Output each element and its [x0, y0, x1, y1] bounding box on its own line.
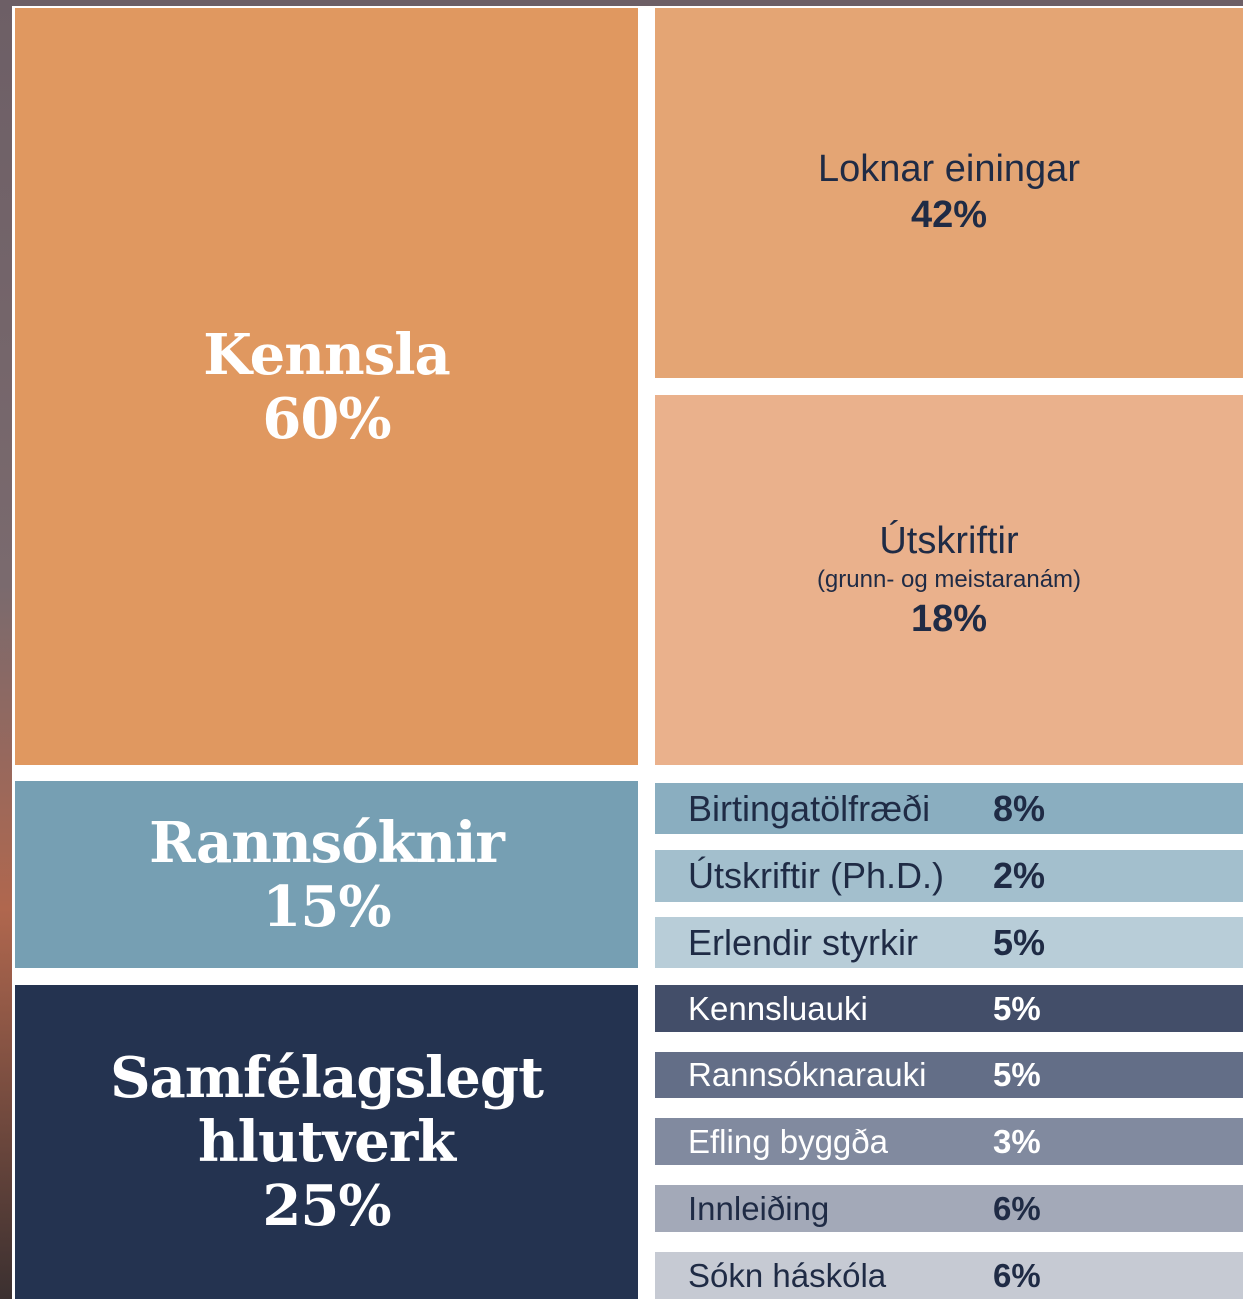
row: Sókn háskóla 6%	[655, 1252, 1243, 1299]
block-credits: Loknar einingar 42%	[655, 8, 1243, 378]
value: 5%	[993, 990, 1041, 1028]
value: 8%	[993, 788, 1045, 830]
label: Útskriftir	[879, 518, 1018, 564]
label: Loknar einingar	[818, 146, 1080, 192]
value: 3%	[993, 1123, 1041, 1161]
label: Rannsóknir	[149, 811, 504, 875]
row: Efling byggða 3%	[655, 1118, 1243, 1165]
value: 60%	[262, 387, 390, 451]
label: Innleiðing	[688, 1190, 829, 1228]
block-graduations: Útskriftir (grunn- og meistaranám) 18%	[655, 395, 1243, 765]
value: 5%	[993, 1056, 1041, 1094]
label: Sókn háskóla	[688, 1257, 886, 1295]
label: Rannsóknarauki	[688, 1056, 926, 1094]
label: Erlendir styrkir	[688, 922, 918, 964]
label: Birtingatölfræði	[688, 788, 930, 830]
label: Útskriftir (Ph.D.)	[688, 855, 944, 897]
value: 42%	[911, 192, 987, 238]
label: Kennsluauki	[688, 990, 868, 1028]
label: Kennsla	[203, 323, 450, 387]
value: 6%	[993, 1190, 1041, 1228]
row: Erlendir styrkir 5%	[655, 917, 1243, 968]
value: 5%	[993, 922, 1045, 964]
value: 25%	[262, 1174, 390, 1238]
value: 18%	[911, 596, 987, 642]
label: Samfélagslegt hlutverk	[107, 1046, 547, 1174]
block-society: Samfélagslegt hlutverk 25%	[15, 985, 638, 1299]
value: 2%	[993, 855, 1045, 897]
row: Kennsluauki 5%	[655, 985, 1243, 1032]
page: {"main":[ {"label":"Kennsla","value":"60…	[0, 0, 1243, 1299]
block-research: Rannsóknir 15%	[15, 781, 638, 968]
value: 15%	[262, 875, 390, 939]
note: (grunn- og meistaranám)	[817, 564, 1081, 596]
row: Birtingatölfræði 8%	[655, 783, 1243, 834]
row: Útskriftir (Ph.D.) 2%	[655, 850, 1243, 902]
row: Rannsóknarauki 5%	[655, 1052, 1243, 1098]
value: 6%	[993, 1257, 1041, 1295]
label: Efling byggða	[688, 1123, 888, 1161]
block-teaching: Kennsla 60%	[15, 8, 638, 765]
row: Innleiðing 6%	[655, 1185, 1243, 1232]
